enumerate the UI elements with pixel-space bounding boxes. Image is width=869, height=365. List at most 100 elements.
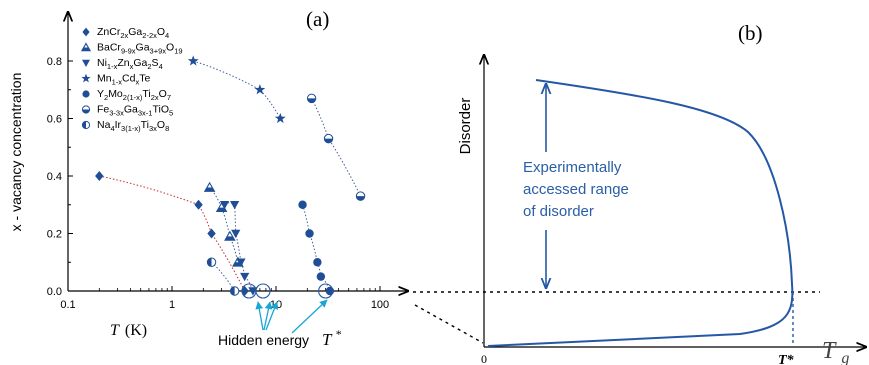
legend-text-part: 3x bbox=[149, 124, 157, 133]
series-connector bbox=[193, 60, 281, 119]
legend-text-part: 5 bbox=[169, 109, 173, 118]
legend-text-part: ZnCr bbox=[97, 26, 121, 38]
cyan-arrow-4 bbox=[291, 299, 328, 334]
legend-entry: Fe3-3xGa3x-1TiO5 bbox=[97, 104, 173, 118]
legend-text-part: O bbox=[159, 88, 167, 100]
legend-text-part: 8 bbox=[165, 124, 169, 133]
marker-star bbox=[274, 112, 286, 124]
panel-b: (b) Disorder T g 0 T* Experimentally acc… bbox=[457, 21, 866, 365]
legend-text-part: Zn bbox=[117, 57, 129, 69]
legend-text-part: 7 bbox=[167, 93, 171, 102]
x-axis-sub-b: g bbox=[841, 350, 849, 365]
marker-star bbox=[187, 55, 199, 66]
marker-circle bbox=[313, 258, 322, 267]
legend-text-part: 2 bbox=[104, 93, 108, 102]
legend-entry: Y2Mo2(1-x)Ti2xO7 bbox=[97, 88, 171, 102]
series-connector bbox=[224, 202, 254, 292]
cyan-arrow-1 bbox=[255, 301, 264, 331]
marker-circle-half-h bbox=[306, 93, 317, 104]
series-connector bbox=[302, 204, 331, 292]
legend-entry: BaCr9-9xGa3+9xO19 bbox=[97, 42, 183, 56]
legend-entry: Ni1-xZnxGa2S4 bbox=[97, 57, 163, 71]
marker-triangle-down bbox=[219, 200, 230, 210]
x-tick-label: 0.1 bbox=[60, 299, 75, 311]
y-axis-label-a: x - vacancy concentration bbox=[8, 73, 24, 232]
legend-text-part: Y bbox=[97, 88, 104, 100]
legend-text-part: Mn bbox=[97, 73, 112, 85]
hidden-energy-label: Hidden energy bbox=[218, 332, 309, 348]
y-ticks-a: 0.0 0.2 0.4 0.6 0.8 bbox=[47, 56, 73, 298]
series-markers bbox=[95, 55, 366, 297]
marker-star bbox=[81, 73, 91, 83]
legend-text-part: 3x-1 bbox=[138, 109, 153, 118]
range-annotation: Experimentally accessed range of disorde… bbox=[523, 159, 633, 220]
panel-connectors bbox=[413, 291, 820, 344]
marker-diamond bbox=[194, 199, 203, 210]
legend-text-part: Ir bbox=[115, 119, 122, 131]
x-axis-label-b: T g bbox=[822, 338, 849, 365]
legend-text-part: 2(1-x) bbox=[123, 93, 143, 102]
marker-triangle-down bbox=[236, 258, 246, 267]
x-tick-label: 100 bbox=[371, 299, 389, 311]
legend-text-part: Ni bbox=[97, 57, 107, 69]
legend-text-part: Na bbox=[97, 119, 111, 131]
marker-diamond bbox=[207, 228, 216, 239]
legend-text-part: 3-3x bbox=[109, 109, 124, 118]
legend-text-part: Ga bbox=[124, 104, 138, 116]
legend-text-part: 4 bbox=[110, 124, 114, 133]
origin-label: 0 bbox=[481, 352, 487, 365]
hidden-energy-circle bbox=[318, 283, 334, 299]
marker-triangle-down bbox=[229, 200, 240, 210]
legend-text-part: Ti bbox=[142, 88, 150, 100]
x-axis-unit-a: (K) bbox=[125, 322, 147, 339]
marker-circle bbox=[316, 272, 326, 281]
marker-circle-half-v bbox=[206, 257, 217, 267]
y-tick-label: 0.2 bbox=[47, 229, 62, 241]
series-connector bbox=[209, 187, 239, 263]
marker-star bbox=[254, 84, 266, 95]
panel-a-label: (a) bbox=[306, 7, 329, 31]
marker-circle-half-h bbox=[355, 191, 366, 201]
y-tick-label: 0.0 bbox=[47, 286, 62, 298]
legend-text-part: 2x bbox=[120, 31, 128, 40]
legend-text-part: 3(1-x) bbox=[121, 124, 141, 133]
legend-text-part: 2 bbox=[147, 62, 151, 71]
legend-text-part: 19 bbox=[174, 47, 182, 56]
legend-text-part: O bbox=[166, 42, 174, 54]
legend-text-part: Ga bbox=[128, 26, 142, 38]
legend-text-part: 1-x bbox=[112, 78, 123, 87]
hidden-energy-symbol: T * bbox=[322, 327, 342, 349]
marker-triangle-down bbox=[248, 287, 258, 296]
legend-text-part: 9-9x bbox=[121, 47, 136, 56]
marker-circle-half-h bbox=[81, 105, 91, 114]
x-tick-label: 1 bbox=[169, 299, 175, 311]
hidden-energy-circles bbox=[241, 283, 334, 299]
legend-a: ZnCr2xGa2-2xO4BaCr9-9xGa3+9xO19Ni1-xZnxG… bbox=[80, 26, 183, 133]
legend-text-part: 4 bbox=[165, 31, 169, 40]
tstar-label: T* bbox=[778, 353, 795, 365]
legend-text-part: Cd bbox=[122, 73, 136, 85]
series-connector bbox=[211, 261, 236, 292]
marker-diamond bbox=[240, 285, 249, 297]
legend-text-part: x bbox=[130, 62, 134, 71]
legend-text-part: 1-x bbox=[107, 62, 118, 71]
range-annotation-line-2: accessed range bbox=[523, 181, 629, 198]
panel-a: (a) 0.00.20.40.60.8 0.1 1 10 100 x - vacanc… bbox=[8, 7, 408, 349]
legend-entry: Mn1-xCdxTe bbox=[97, 73, 150, 87]
legend-text-part: 4 bbox=[159, 62, 163, 71]
marker-circle-half-h bbox=[323, 133, 334, 144]
range-annotation-line-1: Experimentally bbox=[523, 159, 622, 176]
legend-text-part: Ga bbox=[133, 57, 147, 69]
legend-entry: Na4Ir3(1-x)Ti3xO8 bbox=[97, 119, 169, 133]
marker-circle bbox=[298, 200, 307, 209]
marker-circle bbox=[82, 90, 90, 98]
hidden-energy-star: * bbox=[336, 327, 342, 341]
range-annotation-line-3: of disorder bbox=[523, 203, 594, 220]
x-axis-label-a: T (K) bbox=[110, 322, 147, 339]
marker-triangle-up-half bbox=[224, 230, 236, 241]
legend-text-part: O bbox=[157, 26, 165, 38]
legend-text-part: S bbox=[152, 57, 159, 69]
legend-text-part: Ti bbox=[141, 119, 149, 131]
marker-triangle-down bbox=[82, 59, 90, 67]
series-connector bbox=[311, 98, 361, 197]
